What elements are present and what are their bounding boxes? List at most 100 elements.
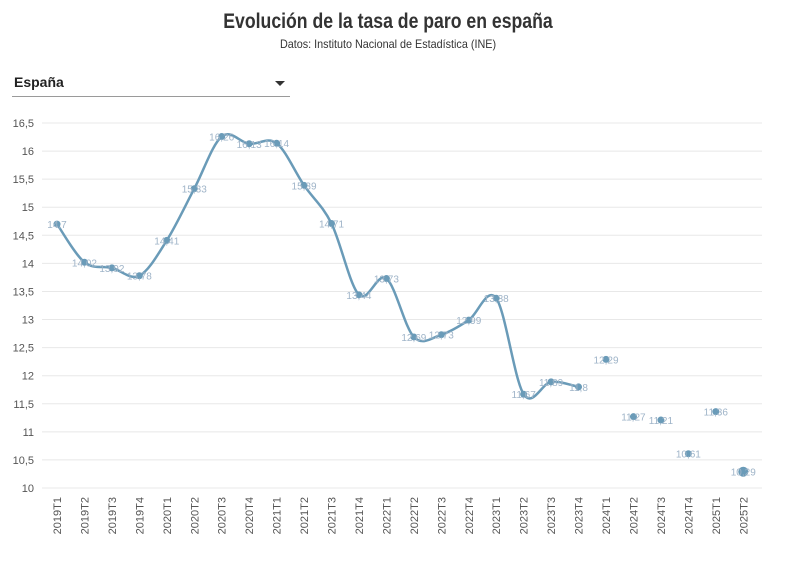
data-point[interactable] bbox=[657, 416, 665, 424]
x-tick-label: 2020T1 bbox=[162, 497, 174, 534]
data-label: 16,13 bbox=[237, 140, 262, 151]
y-tick-label: 16 bbox=[22, 146, 34, 158]
y-tick-label: 12,5 bbox=[13, 343, 34, 355]
x-tick-label: 2023T2 bbox=[519, 497, 531, 534]
data-label: 13,38 bbox=[484, 294, 509, 305]
data-label: 13,73 bbox=[374, 275, 399, 286]
chart-title: Evolución de la tasa de paro en españa bbox=[223, 10, 553, 33]
grid-lines bbox=[42, 122, 762, 489]
x-tick-label: 2019T2 bbox=[79, 497, 91, 534]
y-tick-label: 13,5 bbox=[13, 286, 34, 298]
data-point[interactable] bbox=[108, 264, 116, 272]
data-point[interactable] bbox=[273, 139, 281, 147]
y-tick-label: 12 bbox=[22, 371, 34, 383]
data-point[interactable] bbox=[602, 355, 610, 363]
x-tick-label: 2024T1 bbox=[601, 497, 613, 534]
x-tick-label: 2024T4 bbox=[683, 497, 695, 534]
x-tick-label: 2022T1 bbox=[381, 497, 393, 534]
x-tick-label: 2023T4 bbox=[574, 497, 586, 534]
data-label: 11,67 bbox=[512, 390, 537, 401]
data-point[interactable] bbox=[465, 316, 473, 324]
x-tick-label: 2019T1 bbox=[52, 497, 64, 534]
data-label: 11,21 bbox=[649, 416, 674, 427]
data-point[interactable] bbox=[520, 390, 528, 398]
x-tick-label: 2025T2 bbox=[738, 497, 750, 534]
data-label: 10,61 bbox=[676, 450, 701, 461]
y-tick-label: 11 bbox=[23, 427, 34, 439]
data-point[interactable] bbox=[135, 272, 143, 280]
x-tick-label: 2021T2 bbox=[299, 497, 311, 534]
x-tick-label: 2020T2 bbox=[189, 497, 201, 534]
region-select-value: España bbox=[14, 74, 64, 90]
data-label: 11,27 bbox=[621, 413, 646, 424]
x-tick-label: 2020T3 bbox=[217, 497, 229, 534]
data-point[interactable] bbox=[163, 236, 171, 244]
data-point[interactable] bbox=[629, 413, 637, 421]
data-point[interactable] bbox=[437, 331, 445, 339]
data-point[interactable] bbox=[492, 294, 500, 302]
x-tick-label: 2025T1 bbox=[711, 497, 723, 534]
data-label: 12,69 bbox=[401, 333, 426, 344]
data-label: 11,36 bbox=[704, 408, 729, 419]
chevron-down-icon[interactable] bbox=[275, 81, 285, 86]
x-tick-label: 2024T2 bbox=[628, 497, 640, 534]
data-point[interactable] bbox=[738, 466, 749, 477]
data-point[interactable] bbox=[547, 378, 555, 386]
series-line bbox=[55, 133, 580, 400]
data-point[interactable] bbox=[382, 275, 390, 283]
y-tick-label: 11,5 bbox=[13, 399, 34, 411]
data-point[interactable] bbox=[218, 132, 226, 140]
data-point[interactable] bbox=[355, 291, 363, 299]
data-point[interactable] bbox=[245, 140, 253, 148]
data-label: 14,41 bbox=[154, 236, 179, 247]
data-point[interactable] bbox=[80, 258, 88, 266]
x-tick-label: 2024T3 bbox=[656, 497, 668, 534]
data-point[interactable] bbox=[300, 181, 308, 189]
data-label: 15,33 bbox=[182, 185, 207, 196]
y-tick-label: 15 bbox=[22, 202, 34, 214]
data-label: 15,39 bbox=[292, 181, 317, 192]
x-tick-label: 2023T1 bbox=[491, 497, 503, 534]
data-label: 13,92 bbox=[99, 264, 124, 275]
data-label: 10,29 bbox=[731, 468, 756, 479]
region-select[interactable]: España bbox=[12, 72, 290, 97]
y-tick-label: 10 bbox=[22, 483, 34, 495]
x-tick-label: 2019T3 bbox=[107, 497, 119, 534]
series-line-layer bbox=[55, 133, 580, 400]
data-point[interactable] bbox=[684, 450, 692, 458]
data-label: 14,02 bbox=[72, 258, 97, 269]
y-tick-label: 13 bbox=[22, 315, 34, 327]
data-label: 14,71 bbox=[319, 220, 344, 231]
chart-subtitle: Datos: Instituto Nacional de Estadística… bbox=[279, 37, 497, 51]
data-label: 16,26 bbox=[209, 132, 234, 143]
x-tick-label: 2022T4 bbox=[464, 497, 476, 534]
data-label: 12,99 bbox=[456, 316, 481, 327]
y-tick-label: 15,5 bbox=[13, 174, 34, 186]
data-label: 13,78 bbox=[127, 272, 152, 283]
x-tick-label: 2022T3 bbox=[436, 497, 448, 534]
data-label: 12,73 bbox=[429, 331, 454, 342]
data-point[interactable] bbox=[575, 383, 583, 391]
x-tick-label: 2021T1 bbox=[272, 497, 284, 534]
data-label: 14,7 bbox=[47, 220, 67, 231]
y-tick-label: 14 bbox=[22, 258, 34, 270]
data-point[interactable] bbox=[712, 408, 720, 416]
data-point[interactable] bbox=[410, 333, 418, 341]
data-label: 16,14 bbox=[264, 139, 289, 150]
data-point[interactable] bbox=[190, 185, 198, 193]
y-axis: 10 10,5 11 11,5 12 12,5 13 13,5 14 14,5 15 15,5 16 16… bbox=[13, 118, 34, 495]
data-label: 12,29 bbox=[593, 355, 618, 366]
data-point[interactable] bbox=[328, 220, 335, 228]
x-tick-label: 2022T2 bbox=[409, 497, 421, 534]
y-tick-label: 14,5 bbox=[13, 230, 34, 242]
x-tick-label: 2021T3 bbox=[327, 497, 339, 534]
data-label: 13,44 bbox=[346, 291, 371, 302]
x-axis: 2019T1 2019T2 2019T3 2019T4 2020T1 2020T2 2020… bbox=[52, 497, 750, 534]
x-tick-label: 2021T4 bbox=[354, 497, 366, 534]
y-tick-label: 16,5 bbox=[13, 118, 34, 130]
data-label: 11,89 bbox=[539, 378, 564, 389]
data-point[interactable] bbox=[53, 220, 61, 228]
data-points bbox=[53, 132, 749, 477]
